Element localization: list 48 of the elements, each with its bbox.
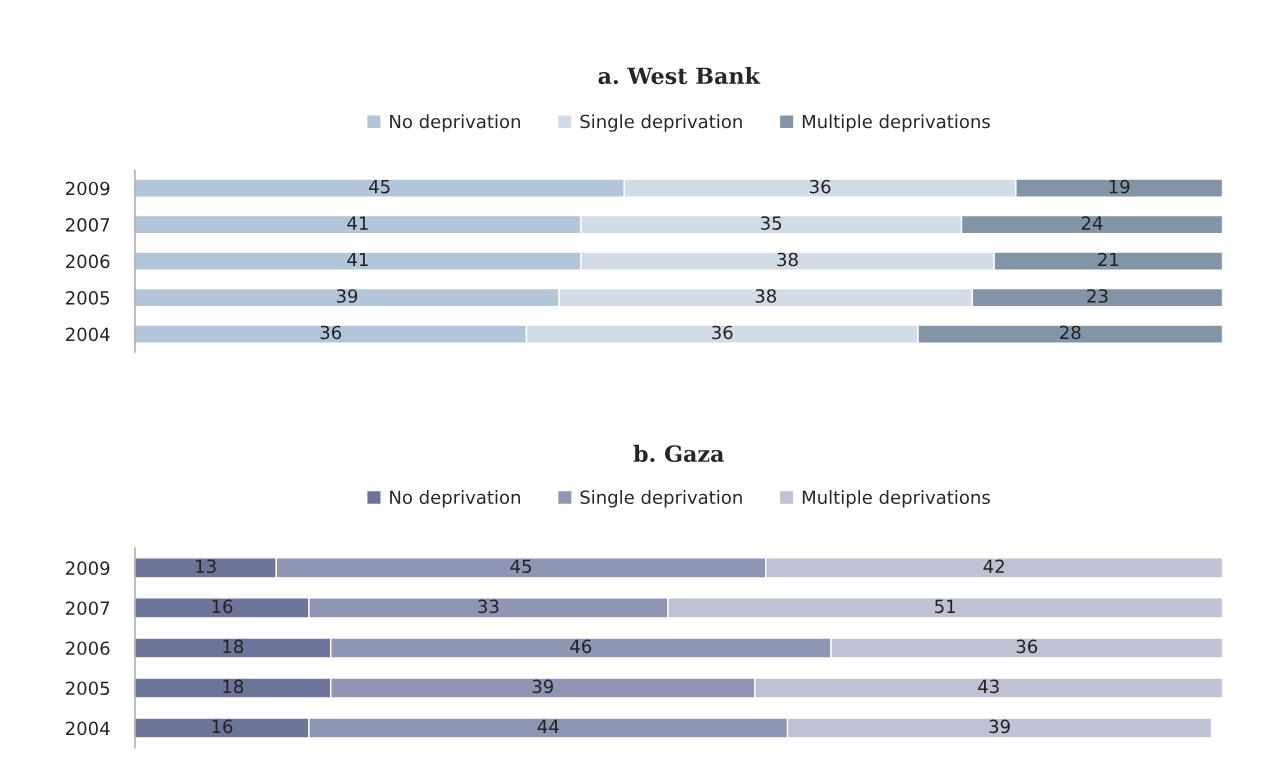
legend-label: No deprivation [390, 490, 520, 508]
data-label: 21 [1098, 252, 1119, 267]
chart-title: b. Gaza [633, 444, 724, 463]
data-label: 46 [570, 639, 592, 654]
data-label: 24 [1081, 216, 1103, 230]
y-tick-label: 2007 [66, 601, 110, 616]
data-label: 13 [196, 559, 216, 574]
y-tick-label: 2004 [66, 721, 110, 736]
data-label: 39 [336, 289, 358, 303]
chart-title: a. West Bank [598, 66, 761, 85]
data-label: 36 [712, 325, 733, 340]
y-tick-label: 2005 [66, 291, 110, 305]
data-label: 51 [935, 599, 956, 614]
data-label: 41 [347, 252, 368, 267]
data-label: 18 [223, 639, 244, 654]
y-tick-label: 2006 [66, 641, 110, 656]
data-label: 45 [510, 559, 531, 574]
data-label: 38 [777, 252, 798, 267]
data-label: 44 [537, 719, 559, 734]
y-tick-label: 2009 [66, 561, 110, 575]
data-label: 16 [212, 719, 233, 734]
y-tick-label: 2004 [66, 327, 110, 342]
data-label: 43 [978, 679, 999, 694]
data-label: 39 [989, 719, 1010, 734]
data-label: 36 [1016, 639, 1038, 654]
data-label: 35 [761, 216, 782, 230]
data-label: 28 [1060, 325, 1081, 340]
legend-label: Multiple deprivations [802, 114, 990, 132]
legend-label: No deprivation [390, 114, 520, 132]
y-tick-label: 2009 [66, 181, 110, 196]
y-tick-label: 2006 [66, 254, 110, 269]
y-tick-label: 2007 [66, 218, 110, 232]
data-label: 36 [810, 179, 831, 194]
data-label: 33 [478, 599, 499, 614]
data-label: 18 [223, 679, 244, 694]
data-label: 19 [1109, 179, 1130, 194]
legend-label: Single deprivation [580, 114, 742, 132]
data-label: 45 [369, 180, 390, 194]
data-label: 16 [212, 599, 233, 614]
legend-label: Multiple deprivations [802, 490, 990, 508]
legend-label: Single deprivation [580, 490, 742, 508]
data-label: 23 [1087, 289, 1108, 303]
data-label: 42 [983, 559, 1004, 573]
data-label: 41 [347, 216, 368, 230]
data-label: 39 [532, 679, 554, 694]
y-tick-label: 2005 [66, 681, 110, 696]
data-label: 36 [320, 325, 342, 340]
data-label: 38 [755, 289, 776, 303]
